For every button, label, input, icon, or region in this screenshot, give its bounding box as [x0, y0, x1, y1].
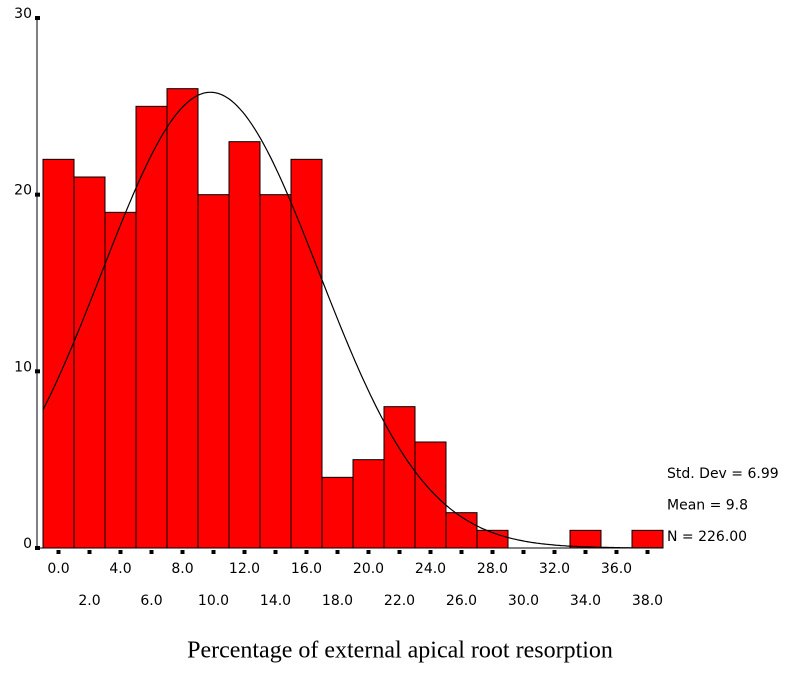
stat-label: Mean = 9.8 — [667, 498, 748, 514]
x-tick-label: 28.0 — [477, 561, 508, 577]
x-tick-label: 22.0 — [384, 593, 415, 609]
x-tick-label: 18.0 — [322, 593, 353, 609]
x-tick-label: 26.0 — [446, 593, 477, 609]
x-tick — [87, 550, 92, 554]
y-tick — [35, 192, 40, 197]
x-tick — [521, 550, 526, 554]
x-tick — [397, 550, 402, 554]
bar — [352, 459, 385, 549]
x-tick — [273, 550, 278, 554]
bar — [445, 512, 478, 549]
y-tick — [35, 546, 40, 550]
x-tick-label: 6.0 — [140, 593, 162, 609]
x-tick — [149, 550, 154, 554]
bar — [166, 88, 199, 549]
y-tick-label: 20 — [14, 183, 32, 199]
bar — [569, 529, 602, 549]
x-tick-label: 24.0 — [415, 561, 446, 577]
x-tick-label: 0.0 — [47, 561, 69, 577]
stat-label: N = 226.00 — [667, 529, 747, 545]
normal-curve — [42, 91, 663, 549]
x-tick — [335, 550, 340, 554]
x-tick — [304, 550, 309, 554]
x-tick — [552, 550, 557, 554]
bar — [197, 194, 230, 549]
bar — [414, 441, 447, 549]
x-tick — [118, 550, 123, 554]
x-tick — [211, 550, 216, 554]
x-tick — [366, 550, 371, 554]
x-tick-label: 8.0 — [171, 561, 193, 577]
x-tick-label: 16.0 — [291, 561, 322, 577]
x-tick — [428, 550, 433, 554]
y-tick-label: 30 — [14, 6, 32, 22]
x-tick-label: 14.0 — [260, 593, 291, 609]
bar — [290, 158, 323, 549]
bar — [259, 194, 292, 549]
bar — [631, 529, 664, 549]
x-tick-label: 4.0 — [109, 561, 131, 577]
x-tick — [459, 550, 464, 554]
x-axis-label: Percentage of external apical root resor… — [187, 638, 613, 664]
x-tick-label: 12.0 — [229, 561, 260, 577]
x-tick — [242, 550, 247, 554]
x-tick — [645, 550, 650, 554]
x-tick-label: 10.0 — [198, 593, 229, 609]
bar — [73, 176, 106, 549]
bar — [383, 406, 416, 549]
bar — [228, 141, 261, 549]
x-tick-label: 34.0 — [570, 593, 601, 609]
y-tick-label: 0 — [23, 536, 32, 552]
bar — [104, 211, 137, 549]
x-tick-label: 36.0 — [601, 561, 632, 577]
y-tick-label: 10 — [14, 359, 32, 375]
x-tick-label: 20.0 — [353, 561, 384, 577]
y-tick — [35, 16, 40, 20]
y-tick — [35, 369, 40, 374]
x-tick — [180, 550, 185, 554]
x-tick-label: 2.0 — [78, 593, 100, 609]
bar — [135, 105, 168, 549]
x-tick — [614, 550, 619, 554]
bar — [321, 476, 354, 549]
x-tick-label: 32.0 — [539, 561, 570, 577]
x-tick — [490, 550, 495, 554]
x-tick-label: 38.0 — [632, 593, 663, 609]
x-tick-label: 30.0 — [508, 593, 539, 609]
x-tick — [583, 550, 588, 554]
x-tick — [56, 550, 61, 554]
stat-label: Std. Dev = 6.99 — [667, 466, 779, 482]
